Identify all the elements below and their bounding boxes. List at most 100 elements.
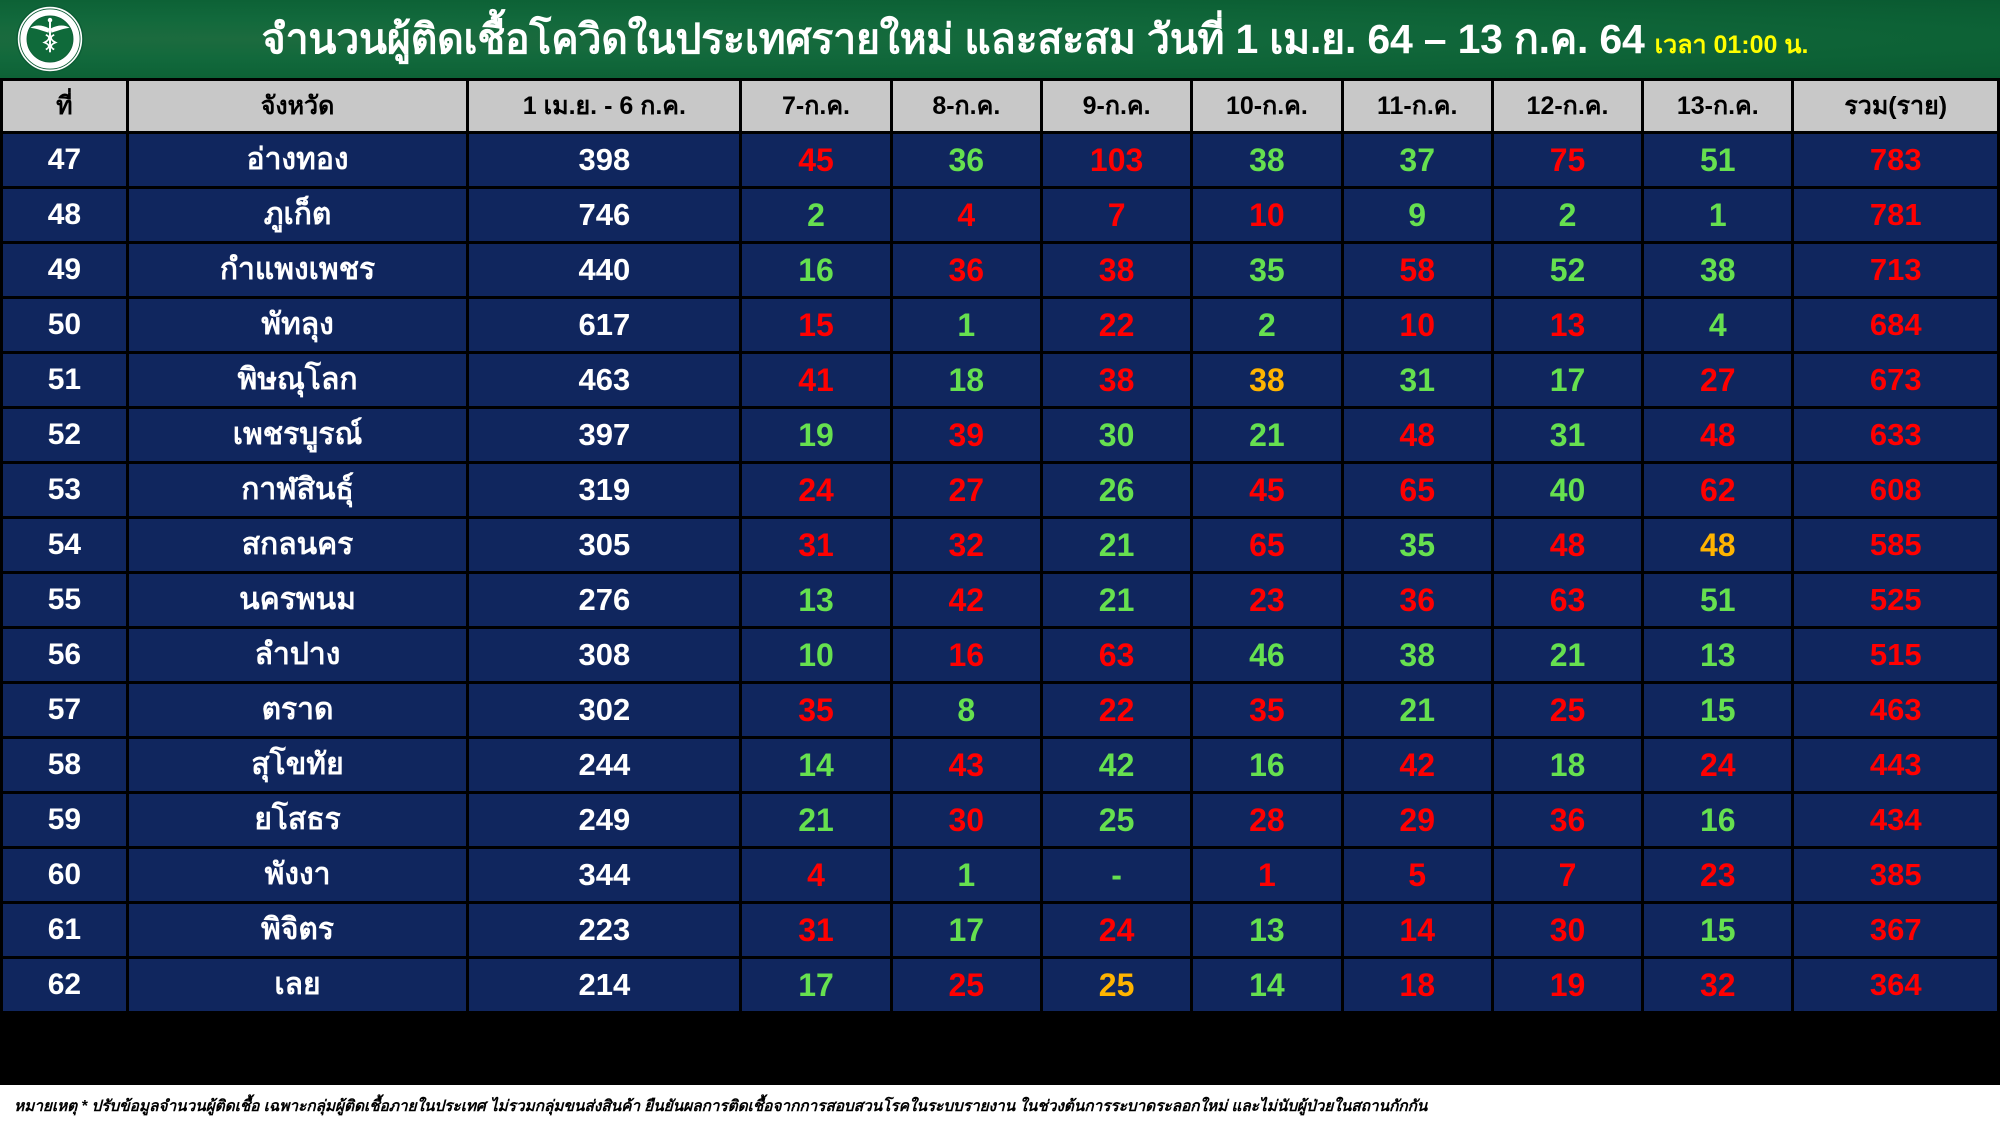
cell-day-12-jul: 7 (1493, 849, 1642, 901)
cell-day-07-jul: 19 (742, 409, 890, 461)
cell-day-08-jul: 25 (892, 959, 1040, 1011)
table-row: 53 กาฬสินธุ์ 319 24 27 26 45 65 40 62 608 (3, 464, 1997, 516)
cell-province: พังงา (128, 849, 467, 901)
cell-day-12-jul: 2 (1493, 189, 1642, 241)
cell-day-07-jul: 17 (742, 959, 890, 1011)
cell-province: ตราด (128, 684, 467, 736)
table-row: 54 สกลนคร 305 31 32 21 65 35 48 48 585 (3, 519, 1997, 571)
cell-day-08-jul: 43 (892, 739, 1040, 791)
cell-day-11-jul: 42 (1343, 739, 1491, 791)
cell-cumulative: 617 (469, 299, 740, 351)
cell-province: กาฬสินธุ์ (128, 464, 467, 516)
table-row: 55 นครพนม 276 13 42 21 23 36 63 51 525 (3, 574, 1997, 626)
table-row: 61 พิจิตร 223 31 17 24 13 14 30 15 367 (3, 904, 1997, 956)
cell-day-08-jul: 32 (892, 519, 1040, 571)
cell-day-13-jul: 15 (1644, 904, 1792, 956)
table-row: 57 ตราด 302 35 8 22 35 21 25 15 463 (3, 684, 1997, 736)
cell-day-10-jul: 16 (1193, 739, 1341, 791)
cell-day-13-jul: 13 (1644, 629, 1792, 681)
cell-province: สกลนคร (128, 519, 467, 571)
cell-index: 53 (3, 464, 126, 516)
cell-cumulative: 276 (469, 574, 740, 626)
cell-day-10-jul: 45 (1193, 464, 1341, 516)
cell-day-07-jul: 2 (742, 189, 890, 241)
cell-day-13-jul: 27 (1644, 354, 1792, 406)
cell-day-07-jul: 4 (742, 849, 890, 901)
cell-province: สุโขทัย (128, 739, 467, 791)
cell-day-12-jul: 48 (1493, 519, 1642, 571)
cell-day-09-jul: 25 (1042, 794, 1191, 846)
cell-day-09-jul: 30 (1042, 409, 1191, 461)
cell-total: 385 (1794, 849, 1997, 901)
cell-day-07-jul: 15 (742, 299, 890, 351)
cell-index: 47 (3, 134, 126, 186)
cell-day-10-jul: 46 (1193, 629, 1341, 681)
cell-day-12-jul: 75 (1493, 134, 1642, 186)
cell-cumulative: 398 (469, 134, 740, 186)
header-banner: จำนวนผู้ติดเชื้อโควิดในประเทศรายใหม่ และ… (0, 0, 2000, 78)
table-row: 49 กำแพงเพชร 440 16 36 38 35 58 52 38 713 (3, 244, 1997, 296)
cell-day-08-jul: 27 (892, 464, 1040, 516)
cell-day-07-jul: 41 (742, 354, 890, 406)
table-region: ที่ จังหวัด 1 เม.ย. - 6 ก.ค. 7-ก.ค. 8-ก.… (0, 78, 2000, 1085)
cell-day-12-jul: 30 (1493, 904, 1642, 956)
cell-day-09-jul: 24 (1042, 904, 1191, 956)
cell-day-08-jul: 36 (892, 244, 1040, 296)
cell-day-11-jul: 65 (1343, 464, 1491, 516)
cell-day-08-jul: 4 (892, 189, 1040, 241)
cell-day-10-jul: 65 (1193, 519, 1341, 571)
cell-day-10-jul: 38 (1193, 354, 1341, 406)
cell-total: 673 (1794, 354, 1997, 406)
cell-day-09-jul: - (1042, 849, 1191, 901)
cell-province: ยโสธร (128, 794, 467, 846)
cell-index: 51 (3, 354, 126, 406)
cell-day-11-jul: 38 (1343, 629, 1491, 681)
cell-index: 59 (3, 794, 126, 846)
cell-cumulative: 440 (469, 244, 740, 296)
col-header-day-09-jul: 9-ก.ค. (1042, 81, 1191, 131)
cell-cumulative: 397 (469, 409, 740, 461)
cell-total: 525 (1794, 574, 1997, 626)
cell-day-09-jul: 21 (1042, 574, 1191, 626)
cell-day-12-jul: 19 (1493, 959, 1642, 1011)
banner-title-group: จำนวนผู้ติดเชื้อโควิดในประเทศรายใหม่ และ… (86, 18, 1990, 60)
cell-total: 633 (1794, 409, 1997, 461)
cell-day-09-jul: 22 (1042, 684, 1191, 736)
title-time-note: เวลา 01:00 น. (1654, 30, 1809, 59)
cell-day-12-jul: 40 (1493, 464, 1642, 516)
cell-day-10-jul: 1 (1193, 849, 1341, 901)
cell-day-12-jul: 25 (1493, 684, 1642, 736)
cell-day-07-jul: 45 (742, 134, 890, 186)
cell-province: ลำปาง (128, 629, 467, 681)
col-header-day-08-jul: 8-ก.ค. (892, 81, 1040, 131)
cell-day-09-jul: 25 (1042, 959, 1191, 1011)
col-header-total: รวม(ราย) (1794, 81, 1997, 131)
cell-province: พิษณุโลก (128, 354, 467, 406)
cell-day-13-jul: 16 (1644, 794, 1792, 846)
table-row: 47 อ่างทอง 398 45 36 103 38 37 75 51 783 (3, 134, 1997, 186)
cell-day-08-jul: 16 (892, 629, 1040, 681)
cell-province: ภูเก็ต (128, 189, 467, 241)
cell-total: 783 (1794, 134, 1997, 186)
cell-total: 463 (1794, 684, 1997, 736)
cell-day-08-jul: 36 (892, 134, 1040, 186)
ministry-of-public-health-logo-icon (14, 3, 86, 75)
table-row: 48 ภูเก็ต 746 2 4 7 10 9 2 1 781 (3, 189, 1997, 241)
cell-day-11-jul: 21 (1343, 684, 1491, 736)
col-header-cumulative: 1 เม.ย. - 6 ก.ค. (469, 81, 740, 131)
cell-total: 515 (1794, 629, 1997, 681)
cell-day-10-jul: 21 (1193, 409, 1341, 461)
cell-day-10-jul: 23 (1193, 574, 1341, 626)
footnote-text: หมายเหตุ * ปรับข้อมูลจำนวนผู้ติดเชื้อ เฉ… (14, 1097, 1428, 1115)
cell-day-11-jul: 29 (1343, 794, 1491, 846)
cell-day-09-jul: 42 (1042, 739, 1191, 791)
cell-day-08-jul: 8 (892, 684, 1040, 736)
cell-day-09-jul: 63 (1042, 629, 1191, 681)
cell-day-11-jul: 18 (1343, 959, 1491, 1011)
cell-day-10-jul: 35 (1193, 684, 1341, 736)
cell-cumulative: 302 (469, 684, 740, 736)
cell-day-07-jul: 31 (742, 519, 890, 571)
cell-day-10-jul: 38 (1193, 134, 1341, 186)
col-header-day-07-jul: 7-ก.ค. (742, 81, 890, 131)
